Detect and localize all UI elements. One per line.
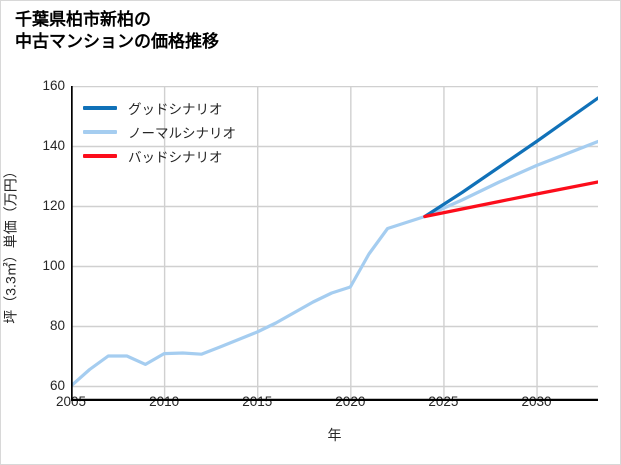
- legend-color-swatch: [83, 153, 117, 158]
- y-tick-label: 140: [42, 138, 65, 153]
- y-axis-label-container: 坪（3.3㎡）単価（万円）: [1, 86, 23, 401]
- axis-spines: [71, 86, 598, 401]
- series-line-good: [423, 96, 598, 219]
- x-tick-label: 2020: [335, 394, 366, 409]
- chart-legend: グッドシナリオ ノーマルシナリオ バッドシナリオ: [79, 93, 246, 170]
- x-tick-label: 2005: [55, 394, 87, 409]
- x-axis-label: 年: [327, 427, 342, 443]
- series-line-normal: [71, 139, 598, 388]
- series-line-bad: [423, 180, 598, 219]
- data-series: [71, 96, 598, 388]
- x-tick-label: 2025: [428, 394, 459, 409]
- y-axis-label: 坪（3.3㎡）単価（万円）: [3, 163, 19, 324]
- x-tick-label: 2030: [521, 394, 552, 409]
- legend-item[interactable]: グッドシナリオ: [83, 97, 236, 118]
- legend-label: グッドシナリオ: [128, 101, 223, 117]
- y-tick-label: 60: [49, 378, 65, 393]
- x-tick-label: 2010: [149, 394, 180, 409]
- legend-color-swatch: [83, 129, 117, 134]
- legend-label: ノーマルシナリオ: [128, 125, 236, 141]
- x-tick-label: 2015: [242, 394, 273, 409]
- y-tick-label: 120: [42, 198, 65, 213]
- y-tick-label: 160: [42, 78, 65, 93]
- plot-svg: [71, 86, 598, 401]
- legend-item[interactable]: ノーマルシナリオ: [83, 121, 236, 142]
- y-tick-label: 80: [49, 318, 65, 333]
- legend-label: バッドシナリオ: [128, 149, 223, 165]
- chart-title: 千葉県柏市新柏の 中古マンションの価格推移: [15, 10, 219, 52]
- legend-item[interactable]: バッドシナリオ: [83, 145, 236, 166]
- legend-color-swatch: [83, 105, 117, 110]
- y-tick-label: 100: [42, 258, 65, 273]
- plot-area: [71, 86, 598, 401]
